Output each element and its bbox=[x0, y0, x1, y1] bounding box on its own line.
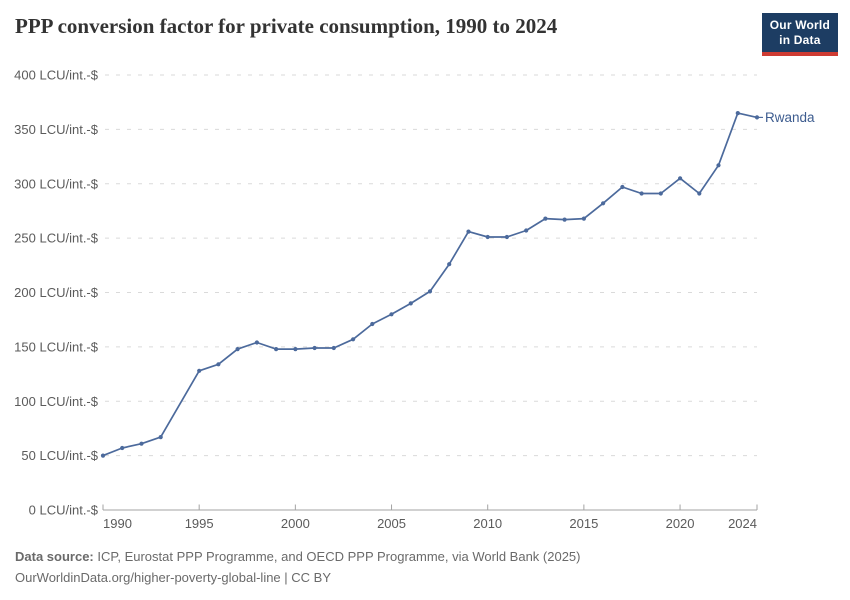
data-point bbox=[370, 321, 375, 327]
data-point bbox=[543, 216, 548, 221]
data-point bbox=[620, 184, 625, 190]
data-point bbox=[254, 340, 259, 345]
x-axis-tick-label: 2000 bbox=[281, 516, 310, 531]
footer-source-label: Data source: bbox=[15, 549, 94, 564]
data-point bbox=[331, 345, 336, 351]
data-point bbox=[447, 262, 452, 267]
data-point bbox=[293, 347, 298, 352]
data-point bbox=[639, 191, 644, 196]
entity-label: Rwanda bbox=[765, 110, 815, 125]
data-point bbox=[504, 234, 509, 240]
x-axis-tick-label: 1990 bbox=[103, 516, 132, 531]
x-axis-tick-label: 2024 bbox=[728, 516, 757, 531]
y-axis-tick-label: 50 LCU/int.-$ bbox=[21, 448, 98, 463]
data-point bbox=[716, 163, 721, 168]
chart-footer: Data source: ICP, Eurostat PPP Programme… bbox=[15, 546, 835, 588]
y-axis-tick-label: 250 LCU/int.-$ bbox=[14, 231, 99, 246]
data-point bbox=[466, 229, 471, 234]
owid-logo-line1: Our World bbox=[769, 18, 830, 32]
data-point bbox=[581, 216, 587, 221]
data-point bbox=[408, 301, 413, 306]
data-point bbox=[524, 228, 529, 233]
x-axis-tick-label: 2020 bbox=[666, 516, 695, 531]
data-point bbox=[735, 111, 740, 116]
x-axis-tick-label: 1995 bbox=[185, 516, 214, 531]
y-axis-tick-label: 200 LCU/int.-$ bbox=[14, 285, 99, 300]
data-point bbox=[678, 176, 683, 181]
data-point bbox=[427, 289, 433, 294]
data-point bbox=[216, 362, 221, 367]
y-axis-tick-label: 100 LCU/int.-$ bbox=[14, 394, 99, 409]
data-point bbox=[562, 217, 567, 222]
data-point bbox=[312, 345, 317, 351]
footer-source-text: ICP, Eurostat PPP Programme, and OECD PP… bbox=[93, 549, 581, 564]
x-axis-tick-label: 2010 bbox=[473, 516, 502, 531]
y-axis-tick-label: 350 LCU/int.-$ bbox=[14, 122, 99, 137]
y-axis-tick-label: 0 LCU/int.-$ bbox=[29, 503, 99, 518]
owid-logo: Our World in Data bbox=[761, 13, 838, 56]
footer-source-line: Data source: ICP, Eurostat PPP Programme… bbox=[15, 546, 835, 567]
data-point bbox=[697, 191, 702, 196]
data-point bbox=[158, 435, 163, 440]
data-point bbox=[658, 191, 663, 196]
data-line bbox=[102, 112, 758, 457]
data-point bbox=[139, 441, 144, 446]
data-point bbox=[120, 445, 125, 451]
footer-license-line: OurWorldinData.org/higher-poverty-global… bbox=[15, 570, 331, 586]
y-axis-tick-label: 300 LCU/int.-$ bbox=[14, 176, 99, 191]
data-point bbox=[274, 347, 279, 352]
owid-logo-line2: in Data bbox=[779, 33, 821, 47]
chart-title: PPP conversion factor for private consum… bbox=[15, 14, 558, 38]
data-point bbox=[100, 453, 106, 458]
x-axis-tick-label: 2015 bbox=[569, 516, 598, 531]
y-axis-tick-label: 400 LCU/int.-$ bbox=[14, 68, 99, 83]
y-axis-tick-label: 150 LCU/int.-$ bbox=[14, 339, 99, 354]
x-axis-tick-label: 2005 bbox=[377, 516, 406, 531]
data-point bbox=[351, 337, 356, 342]
data-point bbox=[601, 201, 606, 206]
data-point bbox=[235, 347, 240, 352]
data-point bbox=[485, 234, 490, 240]
data-point bbox=[197, 368, 202, 373]
data-point bbox=[389, 312, 394, 317]
data-point bbox=[754, 115, 760, 120]
